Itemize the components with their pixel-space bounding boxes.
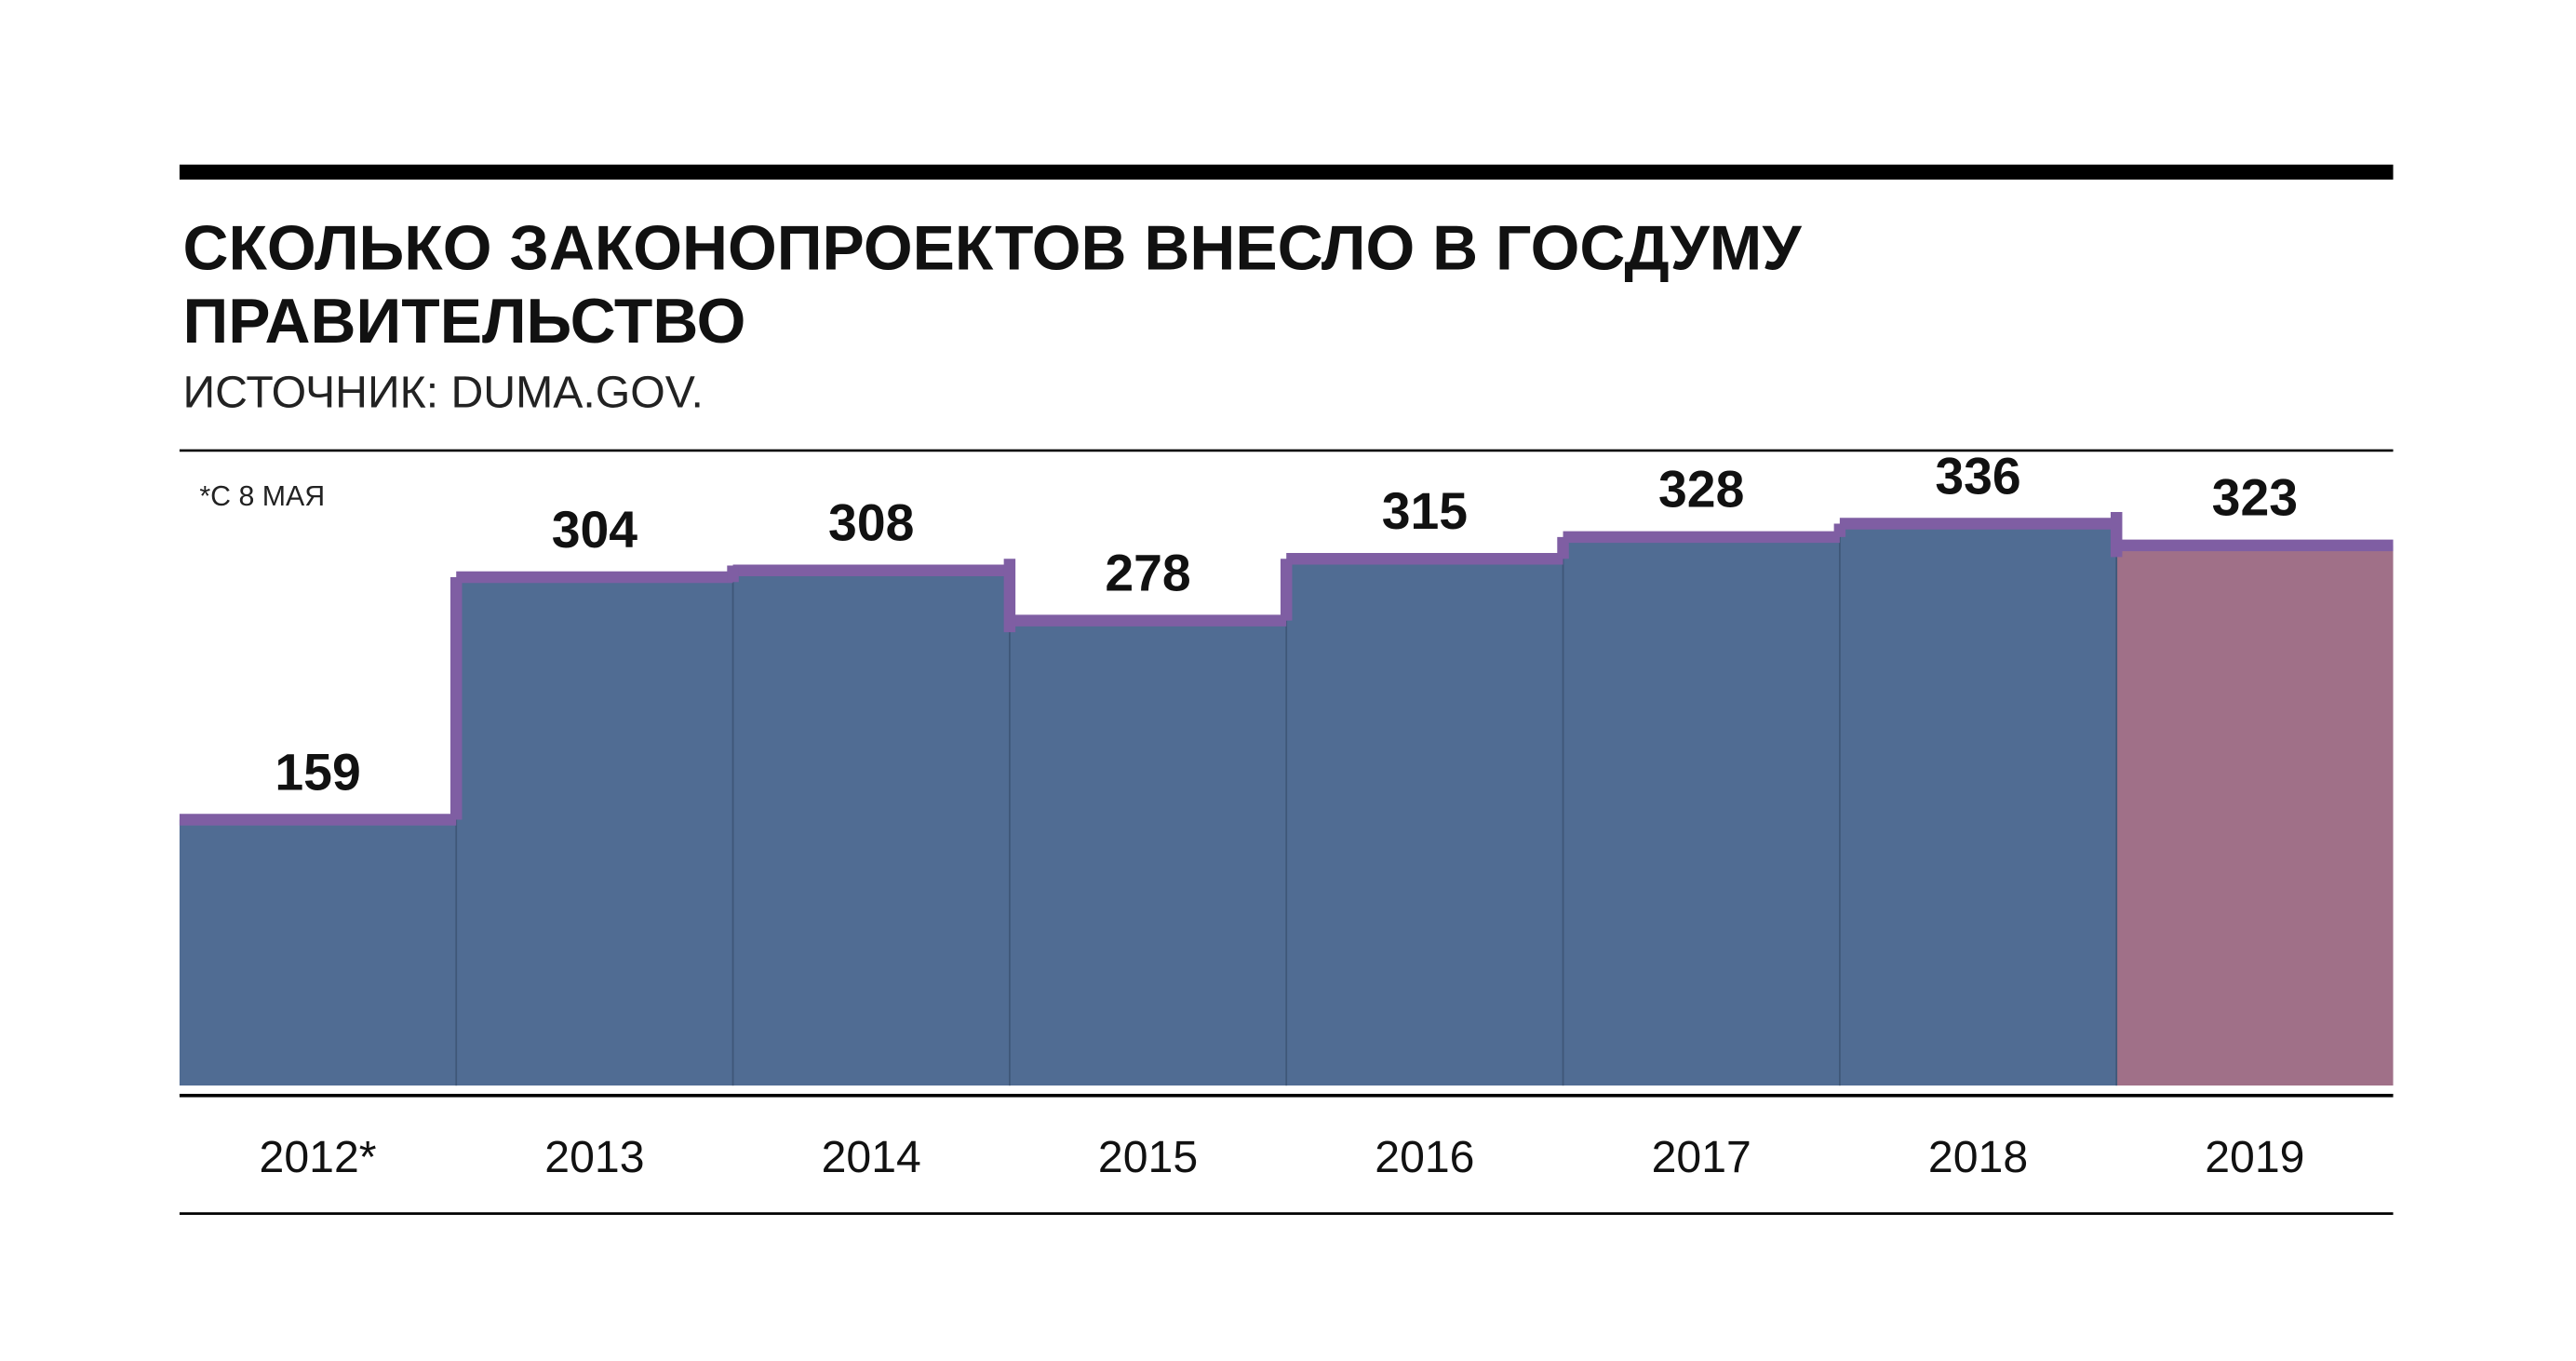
chart-title: ПРАВИТЕЛЬСТВО — [182, 287, 745, 357]
value-label: 304 — [552, 501, 638, 559]
value-label: 159 — [275, 743, 360, 801]
bar — [2116, 545, 2394, 1086]
x-tick-label: 2014 — [822, 1132, 921, 1182]
value-label: 308 — [828, 494, 914, 552]
note: *С 8 МАЯ — [199, 481, 325, 512]
bar — [456, 576, 733, 1086]
x-tick-label: 2018 — [1928, 1132, 2028, 1182]
value-label: 315 — [1382, 482, 1468, 540]
chart-title: СКОЛЬКО ЗАКОНОПРОЕКТОВ ВНЕСЛО В ГОСДУМУ — [182, 213, 1802, 283]
value-label: 323 — [2212, 469, 2298, 527]
x-tick-label: 2012* — [260, 1132, 377, 1182]
x-tick-label: 2015 — [1098, 1132, 1198, 1182]
bar — [1009, 620, 1287, 1086]
x-tick-label: 2019 — [2205, 1132, 2304, 1182]
bar — [1286, 559, 1563, 1086]
chart-subtitle: ИСТОЧНИК: DUMA.GOV. — [182, 368, 703, 418]
bar — [732, 570, 1010, 1086]
x-tick-label: 2016 — [1375, 1132, 1474, 1182]
bar — [1563, 536, 1840, 1086]
x-tick-label: 2017 — [1652, 1132, 1751, 1182]
value-label: 328 — [1658, 461, 1744, 519]
top-rule — [179, 164, 2394, 180]
x-tick-label: 2013 — [544, 1132, 644, 1182]
bar — [1839, 523, 2117, 1086]
plot: 159 2012* 304 2013 308 2014 278 2015 315 2016 328 2… — [179, 447, 2394, 1182]
value-label: 336 — [1935, 447, 2020, 505]
value-label: 278 — [1105, 545, 1190, 602]
bar — [179, 819, 457, 1086]
